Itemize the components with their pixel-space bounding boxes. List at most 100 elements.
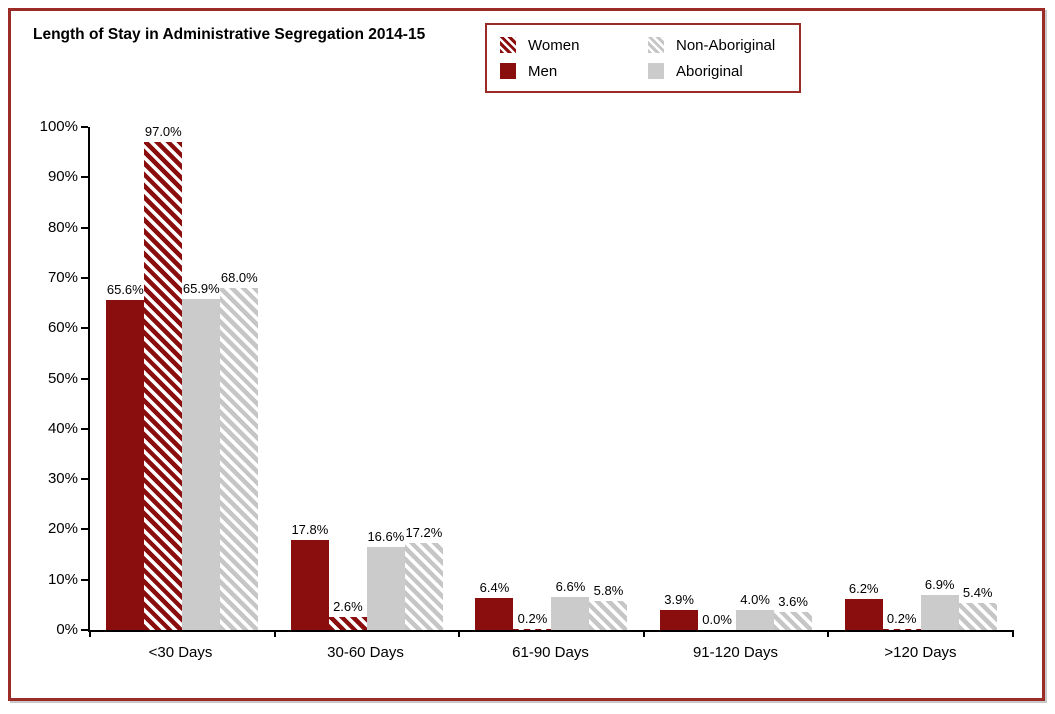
bar-value-men-30-days: 65.6%: [106, 282, 144, 298]
y-tick-label-70: 70%: [47, 268, 78, 286]
bar-slot-men-30-days: 65.6%: [106, 127, 145, 630]
y-tick-label-10: 10%: [47, 570, 78, 588]
bar-group-91-120-days: 3.9% 0.0% 4.0% 3.6%: [644, 127, 829, 630]
bar-aboriginal-61-90-days: [551, 596, 590, 630]
y-tick-label-60: 60%: [47, 319, 78, 337]
legend-label-aboriginal: Aboriginal: [676, 62, 743, 80]
x-axis-label-91-120-days: 91-120 Days: [692, 644, 779, 661]
y-tick-60: [81, 327, 88, 330]
bar-value-non-aboriginal-91-120-days: 3.6%: [778, 593, 808, 609]
non-aboriginal-swatch-icon: [648, 37, 664, 53]
legend-label-non-aboriginal: Non-Aboriginal: [676, 36, 776, 54]
bar-slot-non-aboriginal-120-days: 5.4%: [958, 127, 997, 630]
bar-men-91-120-days: [660, 610, 699, 630]
bar-value-non-aboriginal-61-90-days: 5.8%: [593, 582, 624, 598]
bar-aboriginal-120-days: [920, 595, 959, 630]
bar-value-aboriginal-91-120-days: 4.0%: [740, 591, 770, 607]
x-axis-labels: <30 Days 30-60 Days 61-90 Days 91-120 Days >…: [88, 644, 1013, 661]
y-tick-label-0: 0%: [56, 621, 78, 638]
bar-slot-aboriginal-91-120-days: 4.0%: [736, 127, 775, 630]
bar-non-aboriginal-61-90-days: [589, 600, 628, 630]
bar-value-aboriginal-61-90-days: 6.6%: [555, 578, 586, 594]
bar-non-aboriginal-30-60-days: [404, 543, 443, 630]
y-tick-90: [81, 176, 88, 179]
y-tick-50: [81, 377, 88, 380]
bar-value-non-aboriginal-30-60-days: 17.2%: [405, 525, 443, 541]
y-tick-40: [81, 427, 88, 430]
bar-slot-men-120-days: 6.2%: [844, 127, 883, 630]
bar-men-30-60-days: [290, 540, 329, 630]
bar-slot-women-30-days: 97.0%: [144, 124, 183, 630]
bar-value-aboriginal-30-60-days: 16.6%: [367, 528, 405, 544]
legend-item-women: Women: [500, 37, 648, 54]
bar-women-120-days: [882, 629, 921, 630]
bar-slot-aboriginal-120-days: 6.9%: [920, 127, 959, 630]
bar-value-women-91-120-days: 0.0%: [702, 612, 732, 627]
x-axis-label-61-90-days: 61-90 Days: [512, 644, 589, 661]
y-tick-label-20: 20%: [47, 520, 78, 538]
legend-item-non-aboriginal: Non-Aboriginal: [648, 37, 795, 54]
plot-area: 0% 10% 20% 30% 40% 50% 60% 70% 80% 90% 100% 65.6% 9…: [40, 119, 1014, 638]
bar-groups: 65.6% 97.0% 65.9% 68.0% 17.8% 2.6% 16.6% 17.2% 6…: [90, 124, 1013, 630]
x-axis-label-120-days: >120 Days: [884, 644, 957, 661]
men-swatch-icon: [500, 63, 516, 79]
bar-slot-women-120-days: 0.2%: [882, 127, 921, 630]
bar-value-non-aboriginal-120-days: 5.4%: [962, 584, 993, 600]
x-tick-1: [273, 630, 276, 637]
y-tick-label-80: 80%: [47, 218, 78, 236]
y-tick-label-90: 90%: [47, 168, 78, 186]
bar-group-120-days: 6.2% 0.2% 6.9% 5.4%: [828, 127, 1013, 630]
x-tick-2: [458, 630, 461, 637]
y-tick-70: [81, 276, 88, 279]
x-axis-label-30-days: <30 Days: [148, 644, 213, 661]
bar-value-men-91-120-days: 3.9%: [664, 592, 694, 608]
legend-label-men: Men: [528, 62, 558, 80]
bar-non-aboriginal-120-days: [958, 602, 997, 630]
bar-aboriginal-91-120-days: [736, 609, 775, 630]
bar-aboriginal-30-days: [182, 298, 221, 630]
chart-title: Length of Stay in Administrative Segrega…: [33, 26, 426, 43]
bar-value-women-120-days: 0.2%: [886, 611, 917, 626]
bar-non-aboriginal-91-120-days: [774, 611, 813, 630]
bar-slot-men-30-60-days: 17.8%: [290, 127, 329, 630]
bar-women-61-90-days: [513, 629, 552, 630]
bar-slot-aboriginal-61-90-days: 6.6%: [551, 127, 590, 630]
y-tick-label-100: 100%: [39, 118, 78, 135]
bar-women-30-60-days: [328, 616, 367, 630]
bar-women-30-days: [144, 142, 183, 630]
y-tick-80: [81, 226, 88, 229]
aboriginal-swatch-icon: [648, 63, 664, 79]
bar-value-women-30-days: 97.0%: [144, 124, 182, 140]
y-tick-label-50: 50%: [47, 369, 78, 387]
bar-slot-women-91-120-days: 0.0%: [698, 127, 736, 630]
bar-aboriginal-30-60-days: [366, 546, 405, 630]
legend-label-women: Women: [528, 36, 580, 54]
bar-value-men-30-60-days: 17.8%: [291, 522, 329, 538]
bar-value-non-aboriginal-30-days: 68.0%: [220, 269, 258, 285]
bar-group-30-days: 65.6% 97.0% 65.9% 68.0%: [90, 124, 275, 630]
bar-value-women-30-60-days: 2.6%: [333, 598, 363, 614]
y-tick-10: [81, 578, 88, 581]
bar-value-aboriginal-30-days: 65.9%: [182, 280, 220, 296]
women-swatch-icon: [500, 37, 516, 53]
bar-non-aboriginal-30-days: [220, 287, 259, 630]
bar-group-61-90-days: 6.4% 0.2% 6.6% 5.8%: [459, 127, 644, 630]
y-tick-30: [81, 478, 88, 481]
bar-slot-women-30-60-days: 2.6%: [328, 127, 367, 630]
bar-men-120-days: [844, 598, 883, 630]
bar-group-30-60-days: 17.8% 2.6% 16.6% 17.2%: [275, 127, 460, 630]
bar-value-men-120-days: 6.2%: [848, 580, 879, 596]
bar-slot-non-aboriginal-30-days: 68.0%: [220, 127, 259, 630]
bar-men-61-90-days: [475, 597, 514, 630]
x-tick-0: [89, 630, 91, 637]
bar-value-women-61-90-days: 0.2%: [517, 611, 548, 626]
legend-item-men: Men: [500, 63, 648, 80]
bar-slot-non-aboriginal-30-60-days: 17.2%: [404, 127, 443, 630]
x-axis-label-30-60-days: 30-60 Days: [327, 644, 404, 661]
bar-slot-non-aboriginal-61-90-days: 5.8%: [589, 127, 628, 630]
bar-slot-non-aboriginal-91-120-days: 3.6%: [774, 127, 813, 630]
x-tick-4: [827, 630, 830, 637]
y-tick-label-40: 40%: [47, 419, 78, 437]
bar-value-men-61-90-days: 6.4%: [479, 579, 510, 595]
y-tick-0: [81, 629, 88, 631]
